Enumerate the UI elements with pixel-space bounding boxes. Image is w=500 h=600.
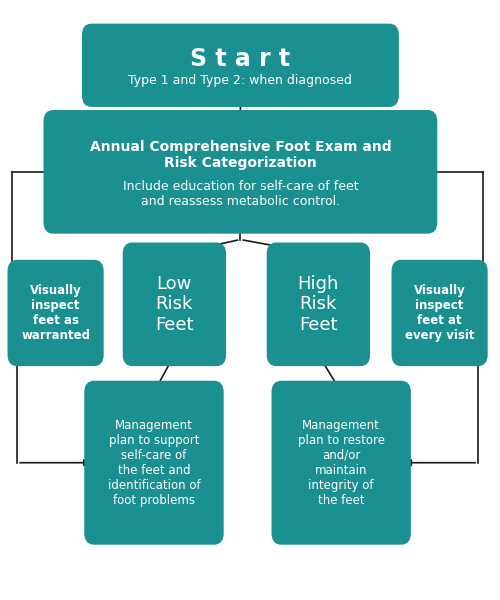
FancyBboxPatch shape (268, 244, 369, 365)
FancyBboxPatch shape (124, 244, 225, 365)
FancyBboxPatch shape (44, 111, 436, 233)
FancyBboxPatch shape (83, 25, 398, 106)
Text: S t a r t: S t a r t (190, 47, 290, 71)
Text: Visually
inspect
feet at
every visit: Visually inspect feet at every visit (405, 284, 474, 342)
Text: Management
plan to restore
and/or
maintain
integrity of
the feet: Management plan to restore and/or mainta… (298, 419, 384, 507)
FancyBboxPatch shape (272, 382, 410, 544)
Text: Visually
inspect
feet as
warranted: Visually inspect feet as warranted (21, 284, 90, 342)
FancyBboxPatch shape (8, 261, 102, 365)
Text: Low
Risk
Feet: Low Risk Feet (155, 275, 194, 334)
Text: High
Risk
Feet: High Risk Feet (298, 275, 339, 334)
FancyBboxPatch shape (392, 261, 486, 365)
Text: Type 1 and Type 2: when diagnosed: Type 1 and Type 2: when diagnosed (128, 74, 352, 87)
FancyBboxPatch shape (86, 382, 222, 544)
Text: Management
plan to support
self-care of
the feet and
identification of
foot prob: Management plan to support self-care of … (108, 419, 200, 507)
Text: Annual Comprehensive Foot Exam and
Risk Categorization: Annual Comprehensive Foot Exam and Risk … (90, 140, 391, 170)
Text: Include education for self-care of feet
and reassess metabolic control.: Include education for self-care of feet … (122, 180, 358, 208)
